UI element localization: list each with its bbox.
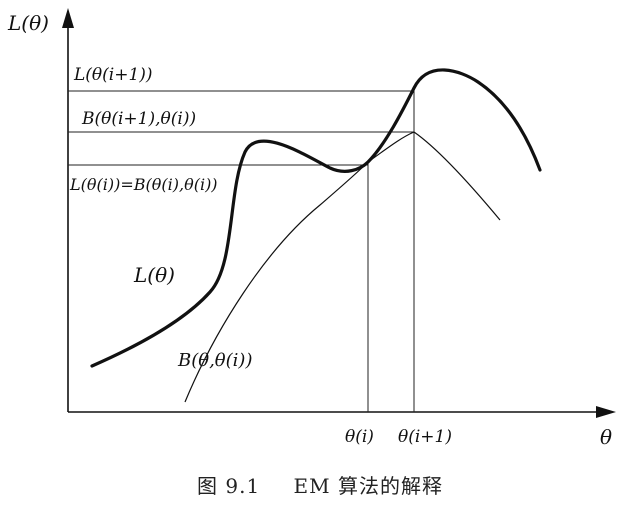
curve-B-label: B(θ,θ(i)): [177, 350, 252, 371]
tick-theta-next: θ(i+1): [398, 427, 452, 447]
label-L-next: L(θ(i+1)): [73, 65, 153, 85]
caption-number: 图 9.1: [197, 474, 261, 498]
x-axis-arrow: [596, 406, 616, 418]
y-axis-arrow: [62, 8, 74, 28]
curve-B: [184, 131, 501, 403]
label-B-next: B(θ(i+1),θ(i)): [81, 109, 196, 129]
axis-y-label: L(θ): [7, 11, 49, 35]
label-equal: L(θ(i))=B(θ(i),θ(i)): [69, 175, 218, 194]
caption-text: EM 算法的解释: [293, 474, 443, 498]
em-diagram: L(θ) θ L(θ(i+1)) B(θ(i+1),θ(i)) L(θ(i))=…: [7, 8, 616, 449]
axis-x-label: θ: [600, 425, 612, 449]
curve-L-label: L(θ): [133, 263, 175, 287]
figure-caption: 图 9.1 EM 算法的解释: [0, 470, 640, 499]
curve-L: [90, 68, 542, 368]
tick-theta-i: θ(i): [345, 427, 374, 447]
